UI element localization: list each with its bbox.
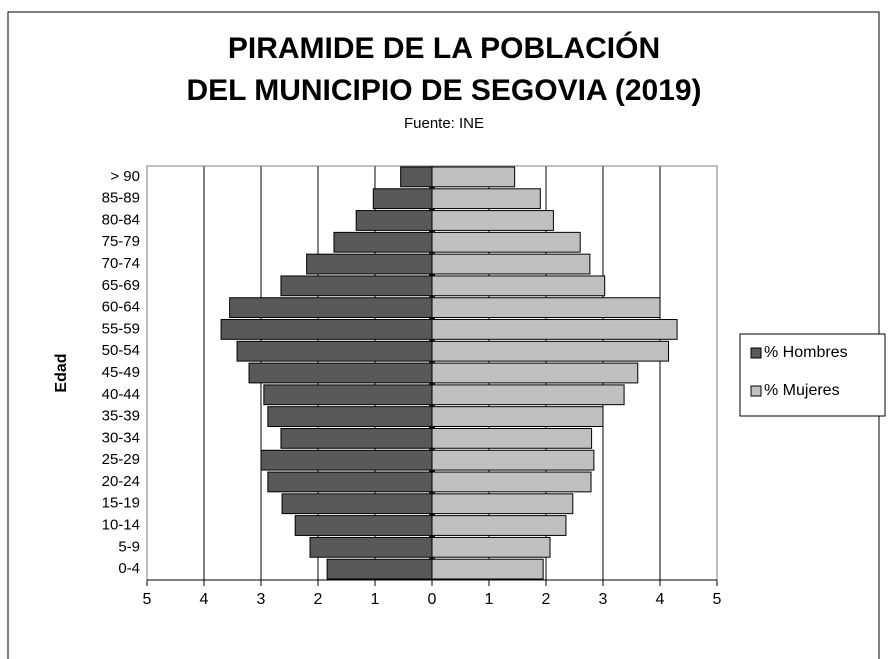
bar xyxy=(431,493,574,515)
x-tick-label: 0 xyxy=(428,591,437,608)
bar xyxy=(431,558,544,580)
x-tick-label: 5 xyxy=(143,591,152,608)
bar xyxy=(326,558,433,580)
bar xyxy=(220,319,433,340)
bar xyxy=(400,166,433,188)
x-tick-label: 3 xyxy=(599,591,608,608)
x-tick-label: 2 xyxy=(314,591,323,608)
y-tick-label: 15-19 xyxy=(102,495,140,512)
legend-label: % Mujeres xyxy=(764,382,840,399)
bar xyxy=(263,384,433,406)
bar xyxy=(431,253,591,275)
legend-swatch xyxy=(750,385,762,397)
bar xyxy=(229,297,433,319)
bar xyxy=(236,340,433,362)
x-tick-label: 4 xyxy=(200,591,209,608)
bar xyxy=(431,297,661,319)
bar xyxy=(431,515,567,536)
y-tick-label: 45-49 xyxy=(102,364,140,381)
bar xyxy=(355,210,433,231)
bar xyxy=(431,536,551,558)
bar xyxy=(280,275,433,297)
chart-title: PIRAMIDE DE LA POBLACIÓN xyxy=(228,31,660,65)
bar xyxy=(431,319,678,340)
y-tick-label: 50-54 xyxy=(102,342,140,359)
y-tick-label: 60-64 xyxy=(102,299,140,316)
bar xyxy=(309,536,433,558)
bar xyxy=(431,231,581,253)
bar xyxy=(431,427,593,449)
y-tick-label: 85-89 xyxy=(102,190,140,207)
bar xyxy=(431,406,604,427)
y-tick-label: 25-29 xyxy=(102,451,140,468)
x-tick-label: 3 xyxy=(257,591,266,608)
y-tick-label: 20-24 xyxy=(102,473,140,490)
bar xyxy=(260,449,433,471)
x-tick-label: 1 xyxy=(485,591,494,608)
y-tick-label: 40-44 xyxy=(102,386,140,403)
bar xyxy=(431,188,541,210)
bar xyxy=(281,493,433,515)
legend-swatch xyxy=(750,347,762,359)
y-tick-label: 65-69 xyxy=(102,277,140,294)
x-tick-label: 1 xyxy=(371,591,380,608)
bar xyxy=(431,449,595,471)
bar xyxy=(372,188,433,210)
chart-title: DEL MUNICIPIO DE SEGOVIA (2019) xyxy=(186,74,701,107)
y-tick-label: > 90 xyxy=(110,168,140,185)
bar xyxy=(267,406,433,427)
chart-subtitle: Fuente: INE xyxy=(404,115,484,132)
y-tick-label: 70-74 xyxy=(102,255,140,272)
bar xyxy=(333,231,433,253)
legend-label: % Hombres xyxy=(764,344,848,361)
bar xyxy=(431,362,639,384)
bar xyxy=(280,427,433,449)
legend-frame xyxy=(739,333,886,417)
x-tick-label: 2 xyxy=(542,591,551,608)
bar xyxy=(431,166,516,188)
y-tick-label: 10-14 xyxy=(102,516,140,533)
y-tick-label: 55-59 xyxy=(102,320,140,337)
bar xyxy=(431,210,554,231)
y-tick-label: 75-79 xyxy=(102,233,140,250)
bar xyxy=(306,253,433,275)
y-tick-label: 30-34 xyxy=(102,429,140,446)
y-tick-label: 5-9 xyxy=(118,538,140,555)
bar xyxy=(431,384,625,406)
y-tick-label: 35-39 xyxy=(102,408,140,425)
bar xyxy=(431,340,670,362)
bar xyxy=(267,471,433,493)
bar xyxy=(431,471,592,493)
bar xyxy=(248,362,433,384)
y-tick-label: 80-84 xyxy=(102,211,140,228)
bar xyxy=(431,275,606,297)
y-tick-label: 0-4 xyxy=(118,560,140,577)
y-axis-label: Edad xyxy=(53,353,70,392)
x-tick-label: 5 xyxy=(713,591,722,608)
bar xyxy=(294,515,433,536)
x-tick-label: 4 xyxy=(656,591,665,608)
